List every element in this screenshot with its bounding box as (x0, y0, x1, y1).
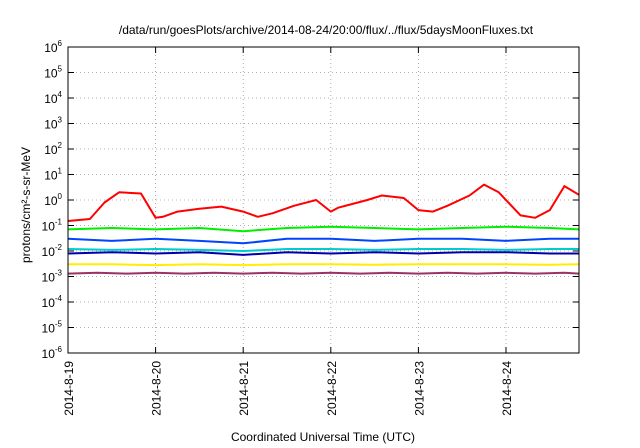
y-tick-label: 101 (44, 167, 62, 183)
y-tick-label: 10-6 (42, 345, 63, 361)
chart-title: /data/run/goesPlots/archive/2014-08-24/2… (119, 23, 534, 37)
series-line-3 (67, 237, 579, 245)
x-ticks: 2014-8-19 2014-8-20 2014-8-21 2014-8-22 2014… (62, 47, 514, 416)
y-tick-label: 106 (44, 39, 62, 55)
x-tick-label: 2014-8-20 (150, 361, 164, 416)
y-axis-label: protons/cm²-s-sr-MeV (19, 147, 33, 263)
y-tick-label: 102 (44, 141, 62, 157)
series-layer (67, 183, 580, 275)
series-line-1 (67, 183, 580, 222)
x-axis-label: Coordinated Universal Time (UTC) (231, 430, 415, 444)
y-tick-label: 10-5 (42, 320, 63, 336)
y-tick-label: 10-2 (42, 243, 63, 259)
y-ticks: 106 105 104 103 102 101 100 10-1 10-2 10-3 10-4 10-… (42, 39, 579, 361)
x-tick-label: 2014-8-22 (325, 361, 339, 416)
y-tick-label: 105 (44, 65, 62, 81)
y-tick-label: 10-4 (42, 294, 63, 310)
x-tick-label: 2014-8-21 (237, 361, 251, 416)
y-tick-label: 10-3 (42, 269, 63, 285)
series-line-6 (68, 263, 580, 267)
y-tick-label: 104 (44, 90, 62, 106)
y-tick-label: 103 (44, 116, 62, 132)
y-tick-label: 10-1 (42, 218, 63, 234)
series-line-5 (67, 251, 579, 256)
y-tick-label: 100 (44, 192, 62, 208)
series-line-4 (67, 248, 579, 252)
series-line-2 (67, 225, 580, 233)
x-tick-label: 2014-8-23 (412, 361, 426, 416)
x-tick-label: 2014-8-24 (500, 361, 514, 416)
x-tick-label: 2014-8-19 (62, 361, 76, 416)
series-line-7 (67, 271, 580, 275)
